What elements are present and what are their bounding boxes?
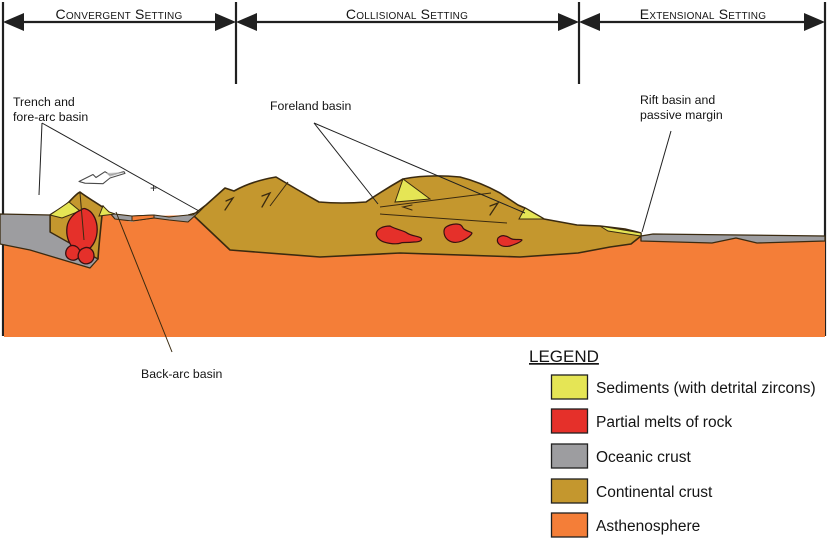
svg-text:Continental crust: Continental crust <box>596 484 713 501</box>
svg-text:Foreland basin: Foreland basin <box>270 99 352 113</box>
svg-text:Rift basin and: Rift basin and <box>640 93 715 107</box>
svg-text:LEGEND: LEGEND <box>529 347 599 366</box>
svg-text:Collisional Setting: Collisional Setting <box>346 6 468 22</box>
svg-text:passive margin: passive margin <box>640 108 723 122</box>
svg-text:Trench and: Trench and <box>13 95 75 109</box>
svg-text:Convergent Setting: Convergent Setting <box>56 6 183 22</box>
svg-text:Oceanic crust: Oceanic crust <box>596 449 691 466</box>
svg-text:fore-arc basin: fore-arc basin <box>13 110 88 124</box>
svg-text:+: + <box>150 181 157 195</box>
svg-text:Asthenosphere: Asthenosphere <box>596 518 700 535</box>
svg-text:Back-arc basin: Back-arc basin <box>141 367 222 381</box>
svg-text:Sediments (with detrital zirco: Sediments (with detrital zircons) <box>596 380 816 397</box>
svg-text:Extensional Setting: Extensional Setting <box>640 6 766 22</box>
svg-text:Partial melts of rock: Partial melts of rock <box>596 414 732 431</box>
